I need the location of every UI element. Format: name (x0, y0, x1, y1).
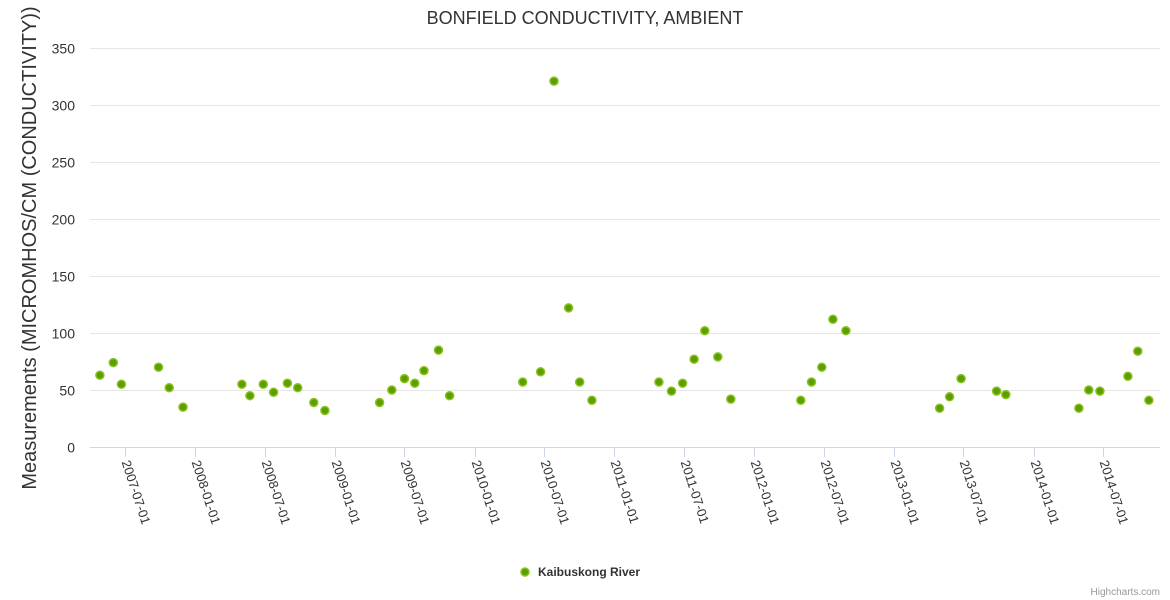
data-point[interactable] (689, 354, 699, 364)
x-tick-label: 2009-01-01 (329, 458, 364, 526)
data-point[interactable] (178, 402, 188, 412)
data-point[interactable] (666, 386, 677, 396)
data-point[interactable] (700, 325, 710, 336)
x-tick-label: 2010-07-01 (538, 458, 573, 526)
data-point[interactable] (444, 390, 455, 401)
chart-title: BONFIELD CONDUCTIVITY, AMBIENT (427, 8, 744, 28)
data-point[interactable] (828, 314, 838, 325)
legend-label: Kaibuskong River (538, 565, 640, 579)
data-point[interactable] (934, 403, 945, 413)
x-tick-label: 2010-01-01 (469, 458, 504, 526)
data-point[interactable] (410, 378, 420, 388)
data-point[interactable] (1074, 403, 1084, 413)
x-tick-label: 2011-01-01 (608, 458, 643, 525)
x-axis-ticks: 2007-07-01 2008-01-01 2008-07-01 2009-01-01… (119, 447, 1132, 526)
data-point[interactable] (563, 303, 574, 313)
y-tick-label: 100 (52, 326, 76, 342)
data-point[interactable] (587, 395, 597, 406)
data-point[interactable] (258, 379, 269, 390)
data-point[interactable] (320, 405, 330, 416)
data-point[interactable] (108, 357, 119, 368)
data-point[interactable] (419, 365, 429, 376)
data-point[interactable] (268, 387, 279, 398)
data-point[interactable] (1001, 389, 1011, 400)
x-tick-label: 2008-01-01 (189, 458, 224, 526)
data-point[interactable] (654, 377, 664, 387)
x-tick-label: 2007-07-01 (119, 458, 154, 526)
y-tick-label: 250 (52, 155, 76, 171)
data-point[interactable] (1133, 346, 1143, 356)
data-point[interactable] (282, 378, 293, 388)
y-tick-label: 50 (59, 383, 75, 399)
data-point[interactable] (237, 379, 247, 390)
data-point[interactable] (433, 345, 444, 355)
data-point[interactable] (944, 392, 955, 402)
data-point[interactable] (549, 76, 559, 86)
data-point[interactable] (1095, 386, 1105, 396)
data-point[interactable] (399, 373, 410, 384)
y-axis-ticks: 0 50 100 150 200 250 300 350 (52, 41, 76, 456)
data-point[interactable] (956, 373, 966, 384)
x-tick-label: 2011-07-01 (678, 458, 713, 525)
x-tick-label: 2013-01-01 (888, 458, 923, 526)
series-kaibuskong-river (95, 76, 1154, 416)
y-tick-label: 200 (52, 212, 76, 228)
data-point[interactable] (535, 367, 546, 377)
data-point[interactable] (517, 377, 528, 387)
data-point[interactable] (292, 382, 303, 393)
y-tick-label: 0 (67, 440, 75, 456)
y-axis-title: Measurements (MICROMHOS/CM (CONDUCTIVITY… (19, 6, 41, 489)
data-point[interactable] (164, 382, 174, 393)
data-point[interactable] (1084, 385, 1094, 395)
legend-item[interactable]: Kaibuskong River (520, 565, 640, 579)
data-point[interactable] (1123, 371, 1133, 382)
data-point[interactable] (116, 379, 127, 390)
data-point[interactable] (806, 377, 817, 387)
x-tick-label: 2012-01-01 (748, 458, 783, 526)
x-tick-label: 2009-07-01 (398, 458, 433, 526)
x-tick-label: 2014-01-01 (1028, 458, 1063, 526)
y-tick-label: 150 (52, 269, 76, 285)
data-point[interactable] (726, 394, 736, 404)
x-tick-label: 2008-07-01 (259, 458, 294, 526)
data-point[interactable] (1144, 395, 1154, 406)
data-point[interactable] (374, 397, 385, 408)
data-point[interactable] (153, 362, 164, 372)
grid-lines (90, 48, 1160, 391)
y-tick-label: 350 (52, 41, 76, 57)
y-tick-label: 300 (52, 98, 76, 114)
data-point[interactable] (574, 377, 585, 387)
data-point[interactable] (991, 386, 1002, 396)
data-point[interactable] (95, 370, 105, 380)
data-point[interactable] (796, 395, 806, 406)
data-point[interactable] (387, 385, 397, 395)
x-tick-label: 2012-07-01 (818, 458, 853, 526)
data-point[interactable] (841, 325, 851, 336)
credits-link[interactable]: Highcharts.com (1091, 587, 1160, 598)
data-point[interactable] (817, 362, 827, 372)
data-point[interactable] (309, 397, 319, 408)
data-point[interactable] (677, 378, 688, 388)
data-point[interactable] (245, 390, 255, 401)
x-tick-label: 2014-07-01 (1097, 458, 1132, 526)
data-point[interactable] (713, 352, 723, 362)
legend-marker-icon (520, 567, 530, 577)
x-tick-label: 2013-07-01 (957, 458, 992, 526)
